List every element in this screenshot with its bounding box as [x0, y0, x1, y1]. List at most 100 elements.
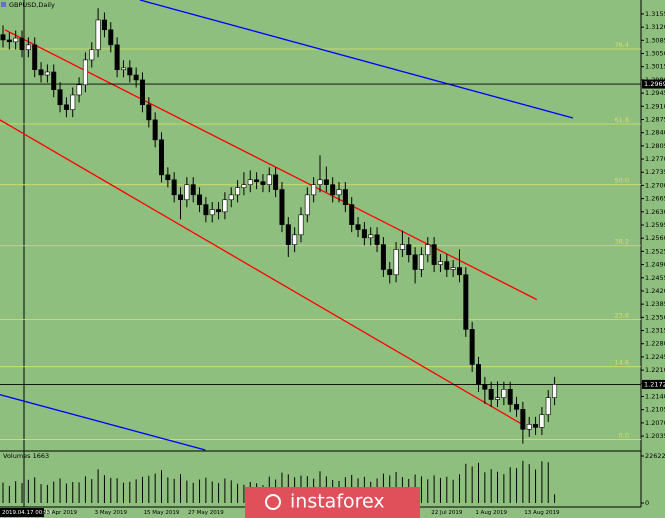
y-tick-label: 1.3050 [645, 50, 665, 58]
x-tick-label: 15 May 2019 [144, 510, 180, 516]
candle-body [444, 261, 450, 270]
candle-body [114, 44, 120, 71]
candle-body [336, 189, 342, 196]
candle-body [469, 329, 475, 365]
candle-body [152, 119, 158, 141]
candle-body [285, 224, 291, 245]
candle-body [298, 214, 304, 236]
price-label: 1.2172 [644, 380, 665, 388]
y-tick-label: 1.2560 [645, 234, 665, 242]
y-tick-label: 1.2805 [645, 142, 665, 150]
y-tick-label: 1.2630 [645, 208, 665, 216]
x-tick-label: 22 Jul 2019 [431, 510, 463, 516]
candle-body [361, 229, 367, 239]
candle-body [368, 234, 374, 239]
candle-body [120, 67, 126, 71]
candle-body [349, 204, 355, 225]
y-tick-label: 1.3120 [645, 23, 665, 31]
candle-body [203, 204, 209, 216]
candle-body [292, 234, 298, 245]
candle-body [63, 104, 69, 110]
candle-body [552, 384, 558, 398]
trend-line [139, 0, 574, 119]
candle-body [514, 404, 520, 410]
level-label: 38.2 [615, 238, 629, 246]
y-tick-label: 1.3155 [645, 10, 665, 18]
candle-body [139, 79, 145, 106]
x-tick-label: 13 Aug 2019 [524, 510, 560, 516]
candle-body [6, 39, 12, 43]
price-label-box [642, 79, 665, 89]
candle-body [70, 94, 76, 110]
candle-body [190, 184, 196, 196]
candle-body [507, 389, 513, 405]
level-label: 61.8 [615, 116, 629, 124]
y-tick-label: 1.2665 [645, 195, 665, 203]
candle-body [32, 44, 38, 71]
level-label: 14.6 [615, 359, 629, 367]
candle-body [488, 389, 494, 400]
candle-body [399, 244, 405, 250]
watermark: instaforex [290, 491, 385, 513]
candle-body [184, 184, 190, 201]
candle-body [38, 69, 44, 76]
symbol-icon [1, 2, 6, 7]
candle-body [374, 234, 380, 245]
candle-body [387, 269, 393, 276]
candle-body [178, 194, 184, 201]
level-label: 76.4 [615, 41, 629, 49]
price-label: 1.2969 [644, 80, 665, 88]
y-tick-label: 1.2700 [645, 181, 665, 189]
candle-body [323, 179, 329, 185]
x-tick-label: 23 Apr 2019 [43, 510, 78, 516]
candle-body [533, 424, 539, 428]
x-tick-label: 27 May 2019 [188, 510, 224, 516]
trend-line [0, 393, 206, 451]
candle-body [412, 254, 418, 270]
candle-body [304, 194, 310, 216]
candle-body [526, 424, 532, 430]
y-tick-label: 1.2840 [645, 129, 665, 137]
candle-body [25, 44, 31, 51]
candle-body [228, 194, 234, 201]
candle-body [406, 244, 412, 256]
candle-body [463, 274, 469, 330]
candle-body [425, 244, 431, 256]
y-tick-label: 1.2875 [645, 115, 665, 123]
trend-line [0, 119, 523, 425]
candle-body [197, 194, 203, 205]
y-tick-label: 1.2595 [645, 221, 665, 229]
date-label-box [0, 508, 44, 517]
watermark-icon [265, 494, 281, 510]
candle-body [0, 34, 6, 41]
candle-body [247, 179, 253, 185]
candle-body [13, 37, 19, 43]
candle-body [475, 364, 481, 385]
candle-body [82, 59, 88, 86]
candle-body [216, 209, 222, 213]
y-tick-label: 1.2245 [645, 353, 665, 361]
candle-body [133, 74, 139, 81]
candle-body [44, 71, 50, 76]
candle-body [241, 184, 247, 188]
price-label-box [642, 379, 665, 389]
candle-body [311, 184, 317, 196]
candle-body [76, 84, 82, 96]
candle-body [235, 187, 241, 196]
candle-body [57, 89, 63, 106]
candle-body [355, 224, 361, 230]
candle-body [501, 389, 507, 398]
candle-body [19, 37, 25, 51]
x-tick-label: 3 May 2019 [95, 510, 128, 516]
candle-body [482, 384, 488, 390]
y-tick-label: 1.2490 [645, 261, 665, 269]
y-tick-label: 1.2455 [645, 274, 665, 282]
x-tick-label: 2019.04.17 00:00 [2, 510, 52, 516]
y-tick-label: 1.2945 [645, 89, 665, 97]
candle-body [520, 408, 526, 430]
candle-body [279, 189, 285, 225]
candle-body [51, 71, 57, 90]
y-tick-label: 22622 [645, 452, 665, 460]
candle-body [380, 244, 386, 270]
